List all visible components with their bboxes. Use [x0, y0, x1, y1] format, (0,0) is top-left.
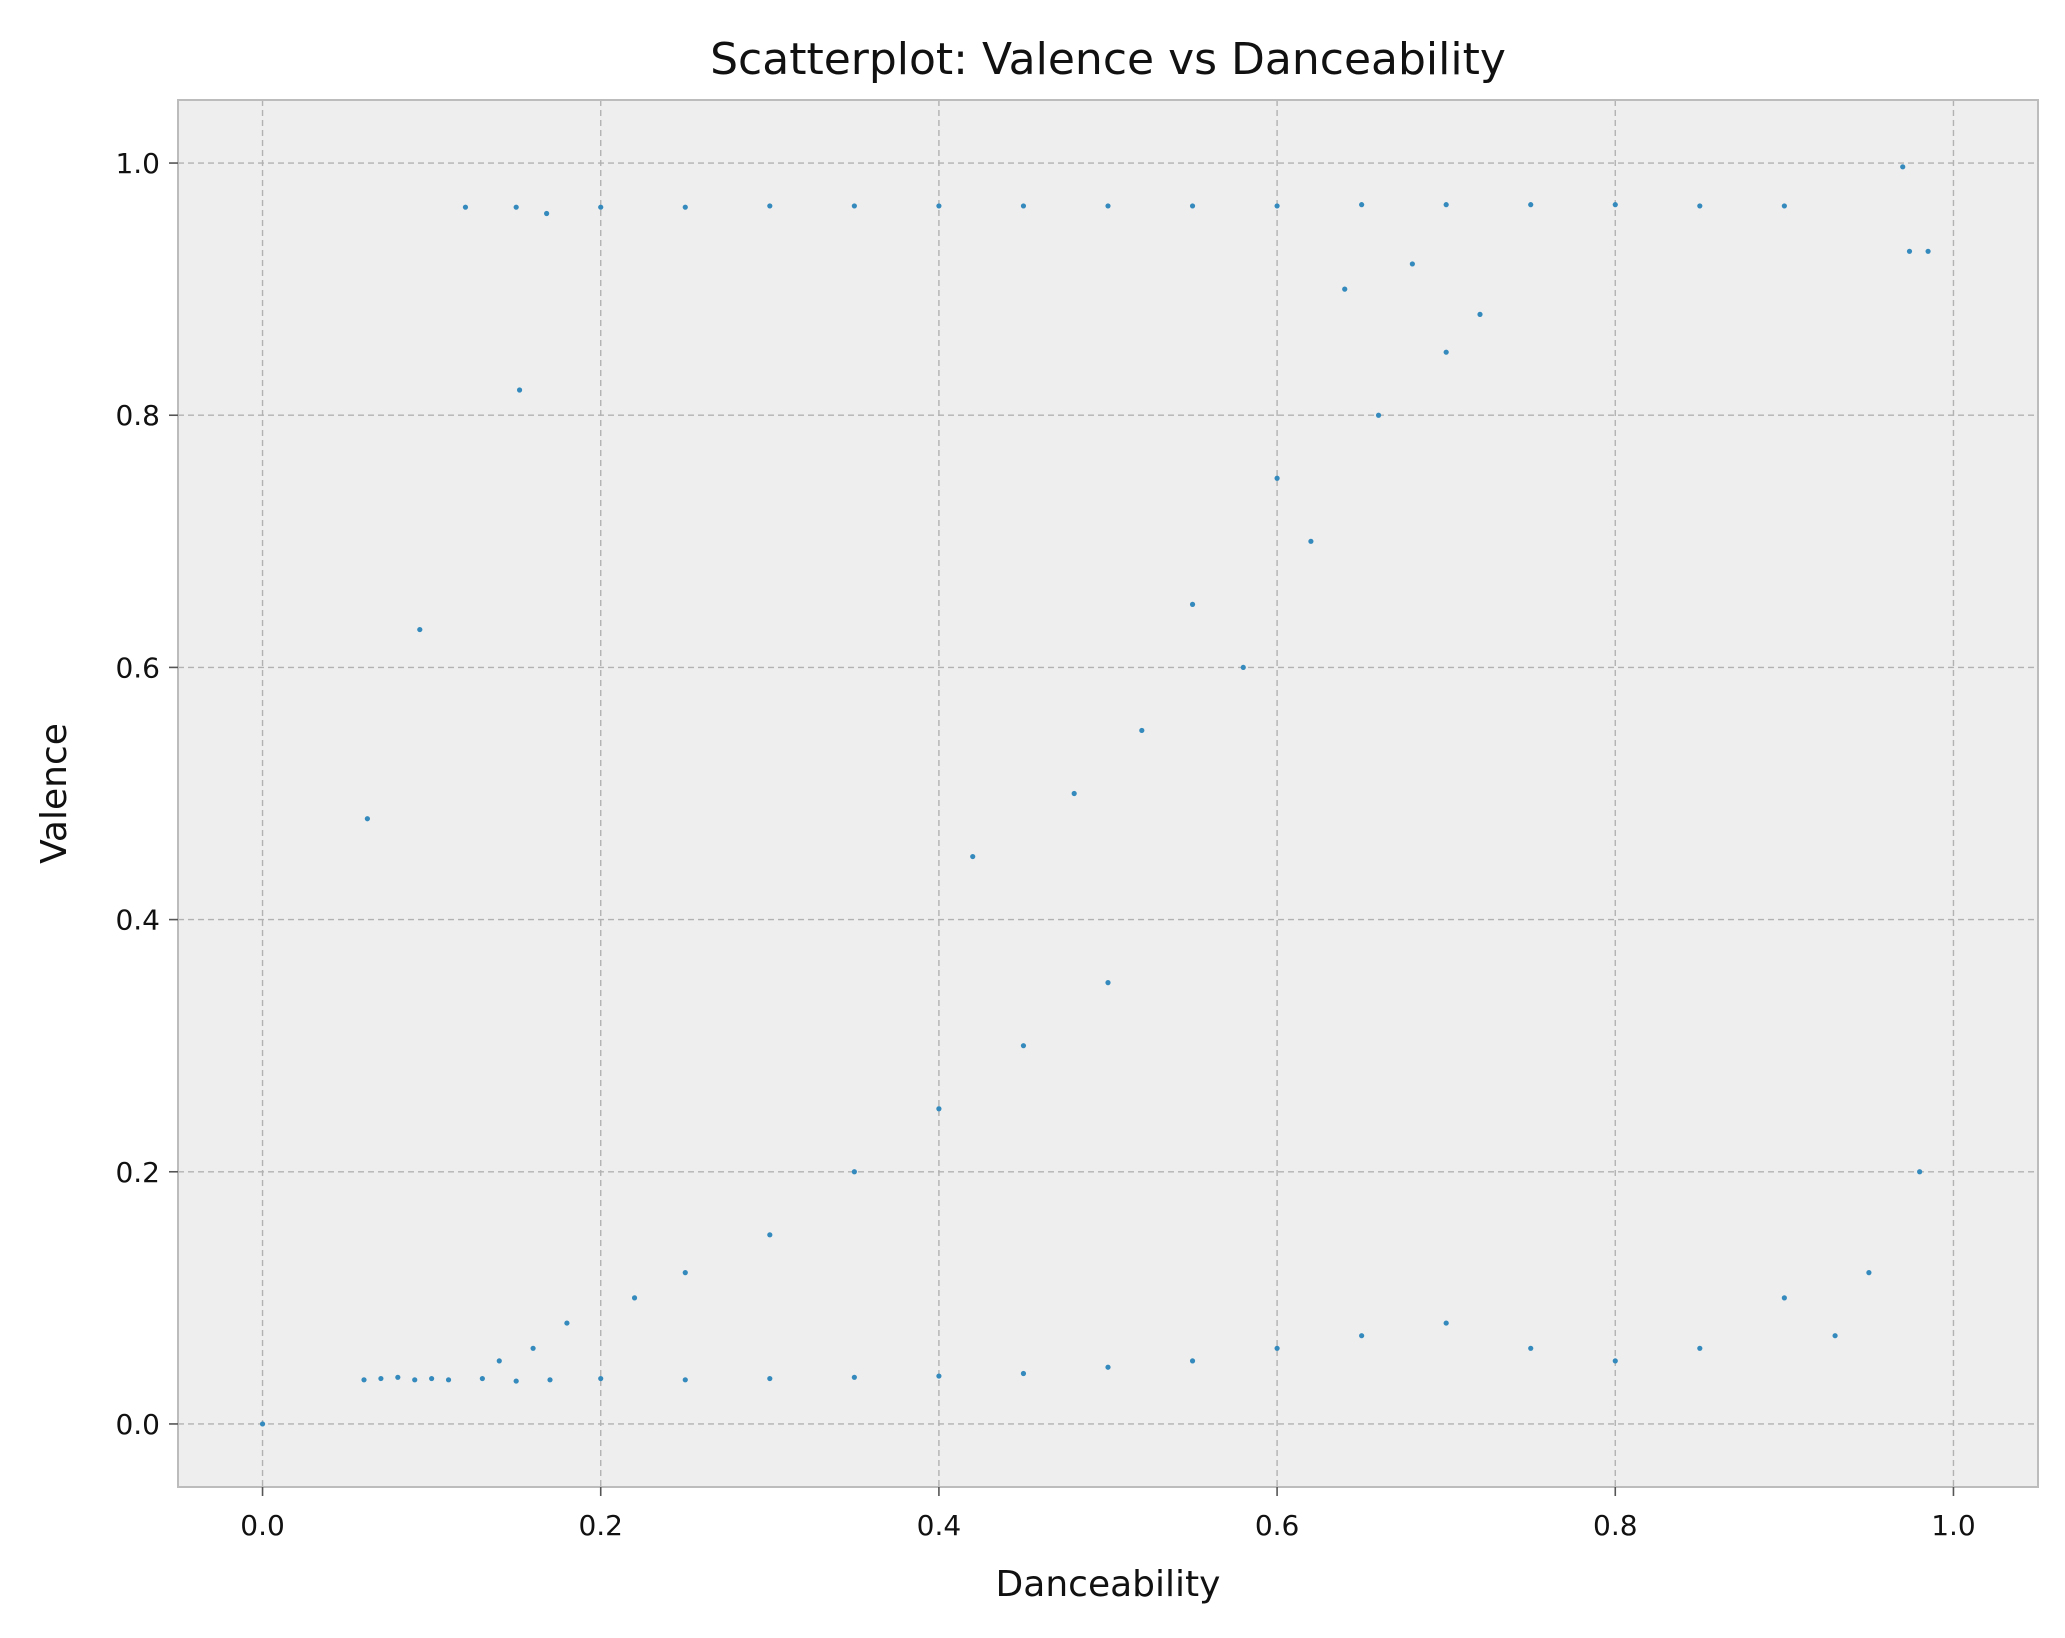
y-tick-label: 0.2 — [115, 1156, 160, 1189]
scatter-point — [682, 1270, 688, 1276]
x-axis-title: Danceability — [996, 1564, 1221, 1605]
scatter-point — [1697, 203, 1703, 209]
axis-ticks: 0.0 0.2 0.4 0.6 0.8 1.0 0.0 0.2 0.4 0.6 0.8 1.0 — [115, 147, 1975, 1542]
scatter-point — [1443, 202, 1449, 208]
scatter-point — [1105, 203, 1111, 209]
scatter-point — [767, 1375, 773, 1382]
scatter-point — [259, 1421, 266, 1427]
scatter-point — [1443, 1320, 1449, 1326]
y-tick-label: 0.6 — [115, 651, 160, 684]
scatter-point — [516, 387, 523, 393]
scatter-point — [1612, 202, 1618, 208]
plot-area — [178, 100, 2038, 1487]
scatter-point — [1020, 1370, 1027, 1377]
scatter-point — [513, 204, 519, 210]
y-axis-title: Valence — [34, 723, 75, 864]
scatter-point — [417, 626, 423, 633]
scatter-point — [851, 1169, 857, 1175]
scatter-point — [1020, 1043, 1027, 1049]
scatter-point — [598, 204, 604, 210]
scatter-point — [564, 1320, 570, 1326]
scatter-point — [1443, 349, 1449, 355]
scatter-point — [767, 1232, 773, 1238]
scatter-point — [598, 1375, 604, 1382]
scatter-point — [1528, 202, 1534, 208]
scatter-point — [364, 816, 370, 822]
plot-frame — [177, 99, 2039, 1488]
scatter-point — [851, 1374, 857, 1380]
scatter-point — [1697, 1345, 1703, 1351]
scatter-point — [1906, 248, 1913, 254]
scatter-point — [1274, 1345, 1280, 1351]
chart-title: Scatterplot: Valence vs Danceability — [710, 34, 1506, 85]
x-tick-label: 0.2 — [578, 1509, 623, 1542]
scatter-point — [1917, 1169, 1923, 1175]
scatter-point — [547, 1377, 553, 1383]
scatter-point — [530, 1345, 536, 1351]
scatter-points — [259, 164, 1931, 1427]
scatter-point — [631, 1295, 638, 1301]
scatter-point — [479, 1375, 485, 1382]
scatter-point — [970, 853, 976, 860]
scatter-point — [1781, 203, 1787, 209]
x-tick-label: 0.4 — [917, 1509, 962, 1542]
scatter-point — [513, 1378, 519, 1384]
scatter-point — [1900, 164, 1906, 170]
scatter-point — [936, 1373, 942, 1379]
scatter-point — [361, 1377, 367, 1383]
scatter-point — [1105, 980, 1111, 986]
scatter-point — [1342, 286, 1348, 292]
scatter-point — [1477, 311, 1483, 317]
scatter-point — [1274, 203, 1280, 209]
x-tick-label: 0.0 — [240, 1509, 285, 1542]
scatter-point — [462, 204, 469, 210]
scatter-point — [429, 1375, 435, 1382]
y-tick-label: 0.8 — [115, 399, 160, 432]
scatter-point — [1612, 1358, 1618, 1364]
grid — [178, 100, 2038, 1487]
scatter-point — [1274, 475, 1280, 481]
scatter-point — [378, 1375, 384, 1382]
scatter-point — [1139, 727, 1145, 734]
x-tick-label: 0.8 — [1593, 1509, 1638, 1542]
scatter-point — [1105, 1364, 1111, 1370]
scatter-point — [1925, 248, 1931, 254]
scatter-point — [1359, 1333, 1365, 1339]
scatter-point — [1189, 203, 1196, 209]
scatter-point — [395, 1374, 401, 1380]
scatter-point — [1528, 1345, 1534, 1351]
scatter-point — [445, 1377, 452, 1383]
x-tick-label: 0.6 — [1255, 1509, 1300, 1542]
scatter-point — [1240, 664, 1246, 671]
scatter-point — [1189, 1358, 1196, 1364]
y-tick-label: 1.0 — [115, 147, 160, 180]
scatter-point — [1375, 412, 1382, 418]
scatter-point — [936, 1106, 942, 1112]
scatter-point — [851, 203, 857, 209]
scatter-point — [682, 204, 688, 210]
scatter-point — [1359, 202, 1365, 208]
scatter-point — [1409, 261, 1415, 267]
scatter-point — [1866, 1270, 1872, 1276]
scatter-point — [1189, 601, 1196, 607]
scatter-point — [412, 1377, 418, 1383]
scatter-point — [1781, 1295, 1787, 1301]
y-tick-label: 0.4 — [115, 904, 160, 937]
x-tick-label: 1.0 — [1931, 1509, 1976, 1542]
scatter-point — [1071, 790, 1077, 797]
scatter-point — [1832, 1333, 1838, 1339]
y-tick-label: 0.0 — [115, 1408, 160, 1441]
scatter-point — [544, 210, 550, 217]
scatter-point — [936, 203, 942, 209]
scatter-point — [496, 1358, 502, 1364]
scatter-point — [767, 203, 773, 209]
scatter-point — [1020, 203, 1027, 209]
scatter-point — [682, 1377, 688, 1383]
scatter-point — [1308, 538, 1314, 544]
